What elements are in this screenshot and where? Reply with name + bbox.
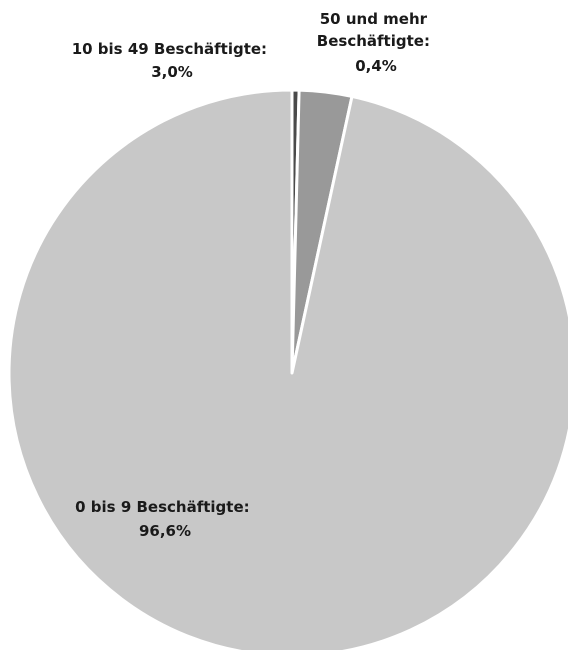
- slice-0-bis-9: [7, 88, 568, 650]
- label-0-bis-9-value: 96,6%: [139, 522, 191, 540]
- label-50-und-mehr-value: 0,4%: [355, 57, 397, 75]
- label-10-bis-49-value: 3,0%: [151, 63, 193, 81]
- label-10-bis-49: 10 bis 49 Beschäftigte: 3,0%: [72, 40, 273, 81]
- label-10-bis-49-line1: 10 bis 49 Beschäftigte:: [72, 40, 267, 58]
- label-50-und-mehr-line1: 50 und mehr: [320, 10, 428, 28]
- label-50-und-mehr-line2: Beschäftigte:: [317, 32, 430, 50]
- pie-slices: [7, 88, 568, 650]
- label-50-und-mehr: 50 und mehr Beschäftigte: 0,4%: [317, 10, 435, 75]
- label-0-bis-9: 0 bis 9 Beschäftigte: 96,6%: [75, 498, 255, 540]
- label-0-bis-9-line1: 0 bis 9 Beschäftigte:: [75, 498, 250, 516]
